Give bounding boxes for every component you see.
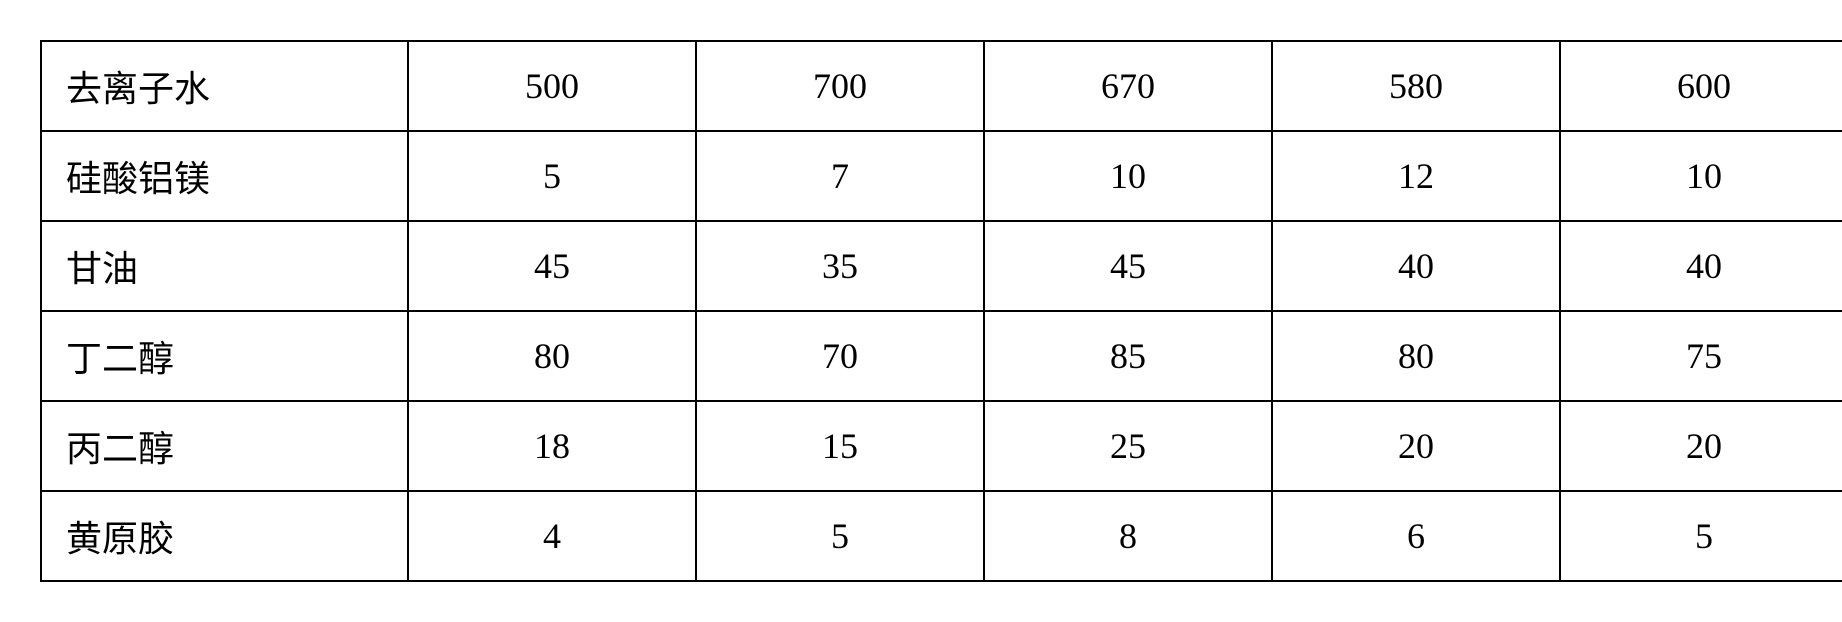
ingredients-table: 去离子水 500 700 670 580 600 硅酸铝镁 5 7 10 12 … — [40, 40, 1842, 582]
cell: 5 — [696, 491, 984, 581]
table-row: 黄原胶 4 5 8 6 5 — [41, 491, 1842, 581]
cell: 4 — [408, 491, 696, 581]
table-row: 甘油 45 35 45 40 40 — [41, 221, 1842, 311]
cell: 80 — [408, 311, 696, 401]
cell: 35 — [696, 221, 984, 311]
cell: 8 — [984, 491, 1272, 581]
cell: 40 — [1560, 221, 1842, 311]
cell: 45 — [408, 221, 696, 311]
row-label: 丙二醇 — [41, 401, 408, 491]
table-row: 丙二醇 18 15 25 20 20 — [41, 401, 1842, 491]
cell: 80 — [1272, 311, 1560, 401]
cell: 10 — [1560, 131, 1842, 221]
cell: 5 — [408, 131, 696, 221]
cell: 6 — [1272, 491, 1560, 581]
cell: 580 — [1272, 41, 1560, 131]
cell: 600 — [1560, 41, 1842, 131]
row-label: 去离子水 — [41, 41, 408, 131]
row-label: 黄原胶 — [41, 491, 408, 581]
cell: 20 — [1560, 401, 1842, 491]
table-row: 丁二醇 80 70 85 80 75 — [41, 311, 1842, 401]
cell: 75 — [1560, 311, 1842, 401]
row-label: 甘油 — [41, 221, 408, 311]
cell: 15 — [696, 401, 984, 491]
row-label: 硅酸铝镁 — [41, 131, 408, 221]
cell: 12 — [1272, 131, 1560, 221]
cell: 25 — [984, 401, 1272, 491]
cell: 10 — [984, 131, 1272, 221]
cell: 5 — [1560, 491, 1842, 581]
cell: 670 — [984, 41, 1272, 131]
table-row: 去离子水 500 700 670 580 600 — [41, 41, 1842, 131]
cell: 20 — [1272, 401, 1560, 491]
cell: 45 — [984, 221, 1272, 311]
cell: 18 — [408, 401, 696, 491]
cell: 500 — [408, 41, 696, 131]
table-row: 硅酸铝镁 5 7 10 12 10 — [41, 131, 1842, 221]
cell: 70 — [696, 311, 984, 401]
cell: 40 — [1272, 221, 1560, 311]
cell: 700 — [696, 41, 984, 131]
cell: 7 — [696, 131, 984, 221]
cell: 85 — [984, 311, 1272, 401]
row-label: 丁二醇 — [41, 311, 408, 401]
